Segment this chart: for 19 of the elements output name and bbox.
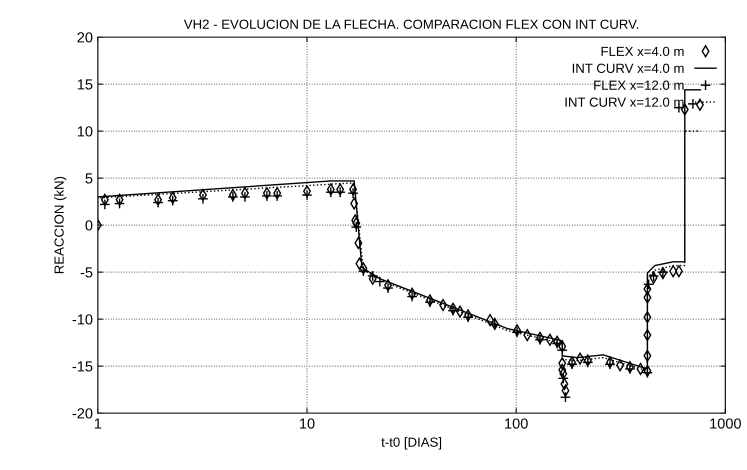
- y-tick-label: 10: [78, 126, 92, 137]
- y-tick-label: 5: [85, 173, 92, 184]
- legend-label: FLEX x=4.0 m: [602, 46, 684, 56]
- y-tick-label: 20: [78, 32, 92, 43]
- y-tick-label: 0: [85, 220, 92, 231]
- y-axis-title: REACCION (kN): [54, 176, 66, 274]
- y-tick-label: -10: [72, 314, 92, 325]
- chart-title: VH2 - EVOLUCION DE LA FLECHA. COMPARACION FLEX CON INT CURV.: [184, 20, 638, 29]
- legend-label: INT CURV x=4.0 m: [572, 64, 684, 73]
- legend-label: FLEX x=12.0 m: [594, 80, 684, 90]
- x-tick-label: 1000: [710, 418, 741, 429]
- x-tick-label: 10: [300, 418, 315, 429]
- x-tick-label: 1: [94, 418, 102, 429]
- x-axis-title: t-t0 [DIAS]: [381, 437, 442, 450]
- x-tick-label: 100: [505, 418, 528, 429]
- y-tick-label: -15: [72, 361, 92, 372]
- y-tick-label: -20: [72, 408, 92, 419]
- y-tick-label: 15: [78, 79, 92, 90]
- y-tick-label: -5: [80, 267, 92, 278]
